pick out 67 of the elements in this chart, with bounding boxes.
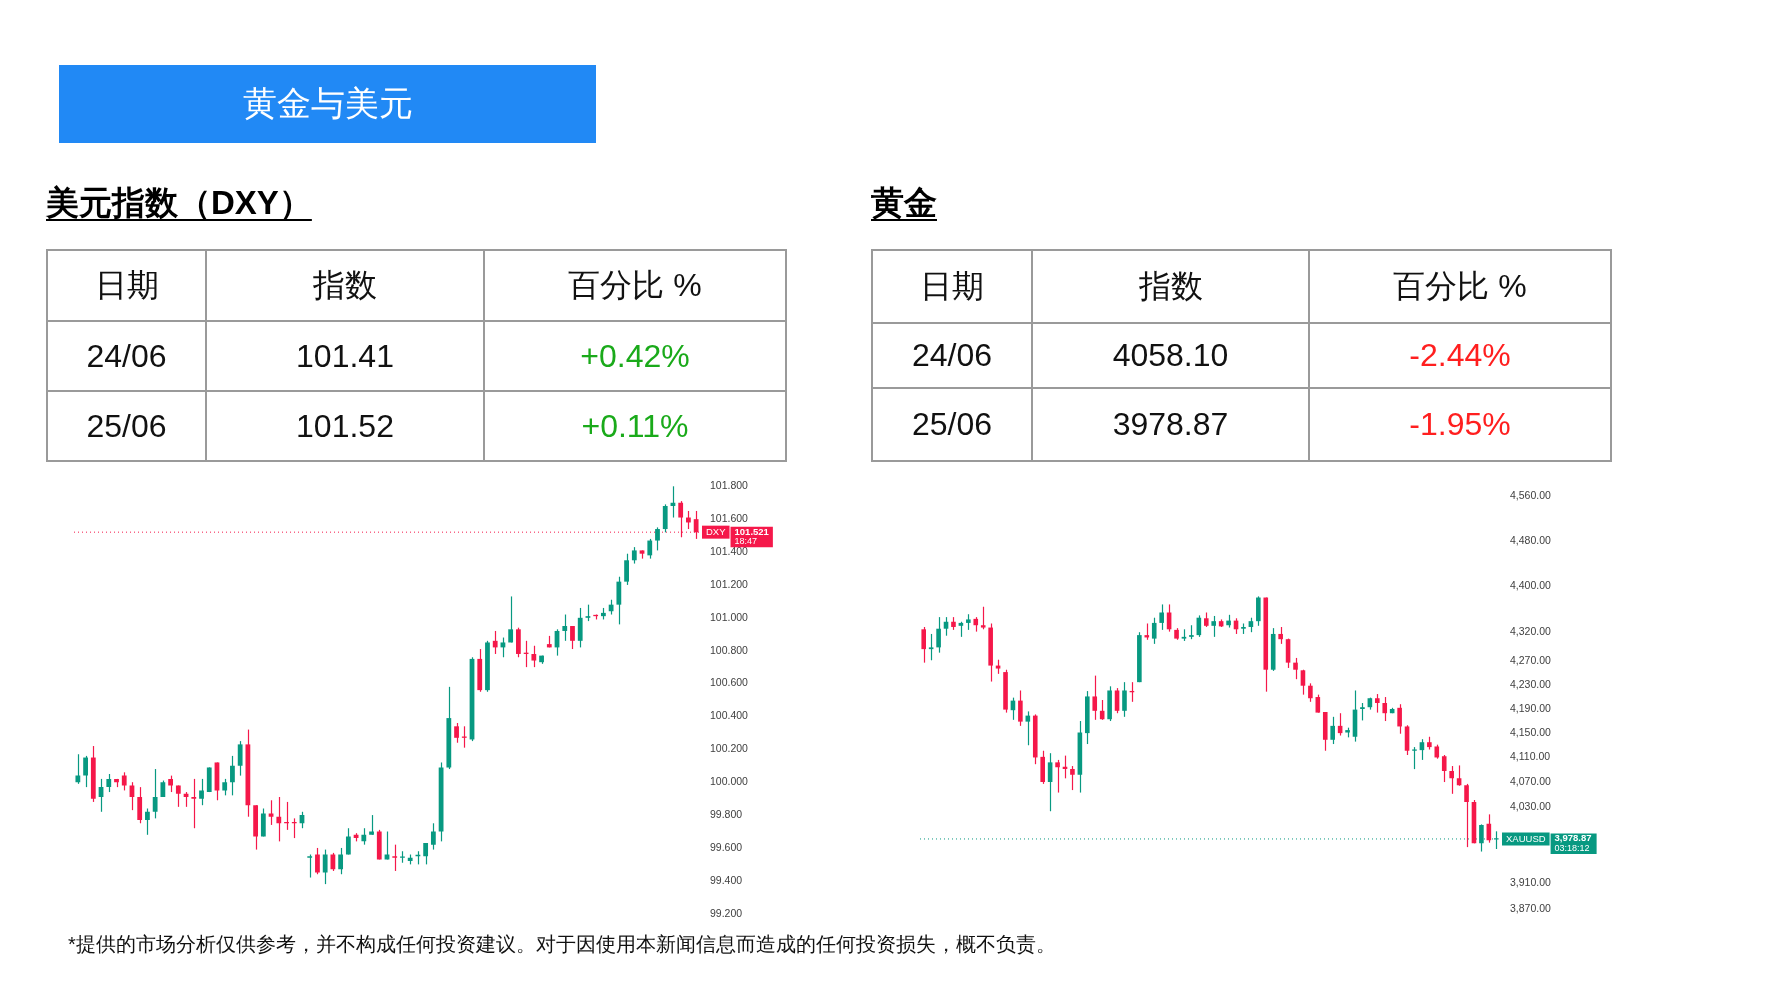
text: +0.42%	[580, 337, 690, 374]
candlestick	[175, 784, 181, 808]
y-tick-label: 4,070.00	[1510, 774, 1552, 787]
y-tick-label: 4,400.00	[1510, 578, 1552, 591]
text: *提供的市场分析仅供参考，并不构成任何投资建议。对于因使用本新闻信息而造成的任何投资损失，概不负责。	[68, 932, 1056, 957]
y-tick-label: 100.400	[710, 709, 749, 722]
y-tick-label: 99.600	[710, 840, 743, 853]
text: 25/06	[86, 407, 167, 444]
y-tick-label: 4,560.00	[1510, 489, 1552, 502]
text: 24/06	[86, 337, 167, 374]
candlestick	[1070, 765, 1075, 791]
y-tick-label: 4,320.00	[1510, 625, 1552, 638]
text: 101.52	[296, 407, 394, 444]
text: 美元指数（DXY）	[46, 183, 312, 223]
candlestick	[1159, 603, 1164, 631]
y-tick-label: 99.200	[710, 906, 743, 919]
text: 3978.87	[1112, 406, 1229, 442]
candlestick	[1375, 693, 1380, 714]
y-tick-label: 4,030.00	[1510, 799, 1552, 812]
text: 黄金与美元	[59, 65, 596, 143]
text: 101.41	[296, 337, 394, 374]
y-tick-label: 99.800	[710, 807, 743, 820]
y-tick-label: 99.400	[710, 873, 743, 886]
y-tick-label: 4,270.00	[1510, 654, 1552, 667]
y-tick-label: 3,910.00	[1510, 875, 1552, 888]
candlestick	[1092, 675, 1098, 721]
candlestick	[1211, 615, 1217, 638]
ref-line-label: DXY	[706, 526, 727, 538]
y-tick-label: 100.800	[710, 643, 749, 656]
category-label: 百分比 %	[484, 250, 786, 321]
text: 18:47	[734, 535, 758, 546]
y-tick-label: 101.000	[710, 610, 749, 623]
y-tick-label: 101.400	[710, 544, 749, 557]
text: 3,978.87	[1554, 832, 1592, 844]
category-label: 日期	[47, 250, 206, 321]
y-tick-label: 101.600	[710, 512, 749, 525]
y-tick-label: 4,480.00	[1510, 533, 1552, 546]
y-tick-label: 101.200	[710, 577, 749, 590]
text: 25/06	[911, 406, 993, 442]
y-tick-label: 101.800	[710, 479, 749, 492]
category-label: 指数	[206, 250, 484, 321]
category-label: 日期	[872, 250, 1032, 323]
y-tick-label: 100.200	[710, 742, 749, 755]
y-tick-label: 100.600	[710, 676, 749, 689]
y-tick-label: 100.000	[710, 775, 749, 788]
text: -2.44%	[1409, 337, 1511, 373]
y-tick-label: 4,190.00	[1510, 701, 1552, 714]
candlestick	[1412, 746, 1417, 770]
y-tick-label: 4,230.00	[1510, 678, 1552, 691]
y-tick-label: 4,110.00	[1510, 750, 1551, 763]
text: 24/06	[911, 337, 993, 373]
ref-line-label: XAUUSD	[1506, 833, 1546, 845]
text: 101.521	[734, 525, 770, 537]
text: 4058.10	[1112, 337, 1229, 373]
text: 黄金	[871, 183, 937, 223]
candlestick	[191, 778, 197, 829]
text: +0.11%	[581, 407, 689, 444]
candlestick	[199, 778, 204, 806]
y-tick-label: 3,870.00	[1510, 901, 1552, 914]
text: -1.95%	[1409, 406, 1511, 442]
y-tick-label: 4,150.00	[1510, 726, 1552, 739]
category-label: 百分比 %	[1309, 250, 1611, 323]
candlestick	[980, 606, 986, 630]
candlestick	[307, 853, 313, 879]
text: 03:18:12	[1554, 842, 1590, 853]
candlestick	[392, 844, 398, 872]
category-label: 指数	[1032, 250, 1309, 323]
